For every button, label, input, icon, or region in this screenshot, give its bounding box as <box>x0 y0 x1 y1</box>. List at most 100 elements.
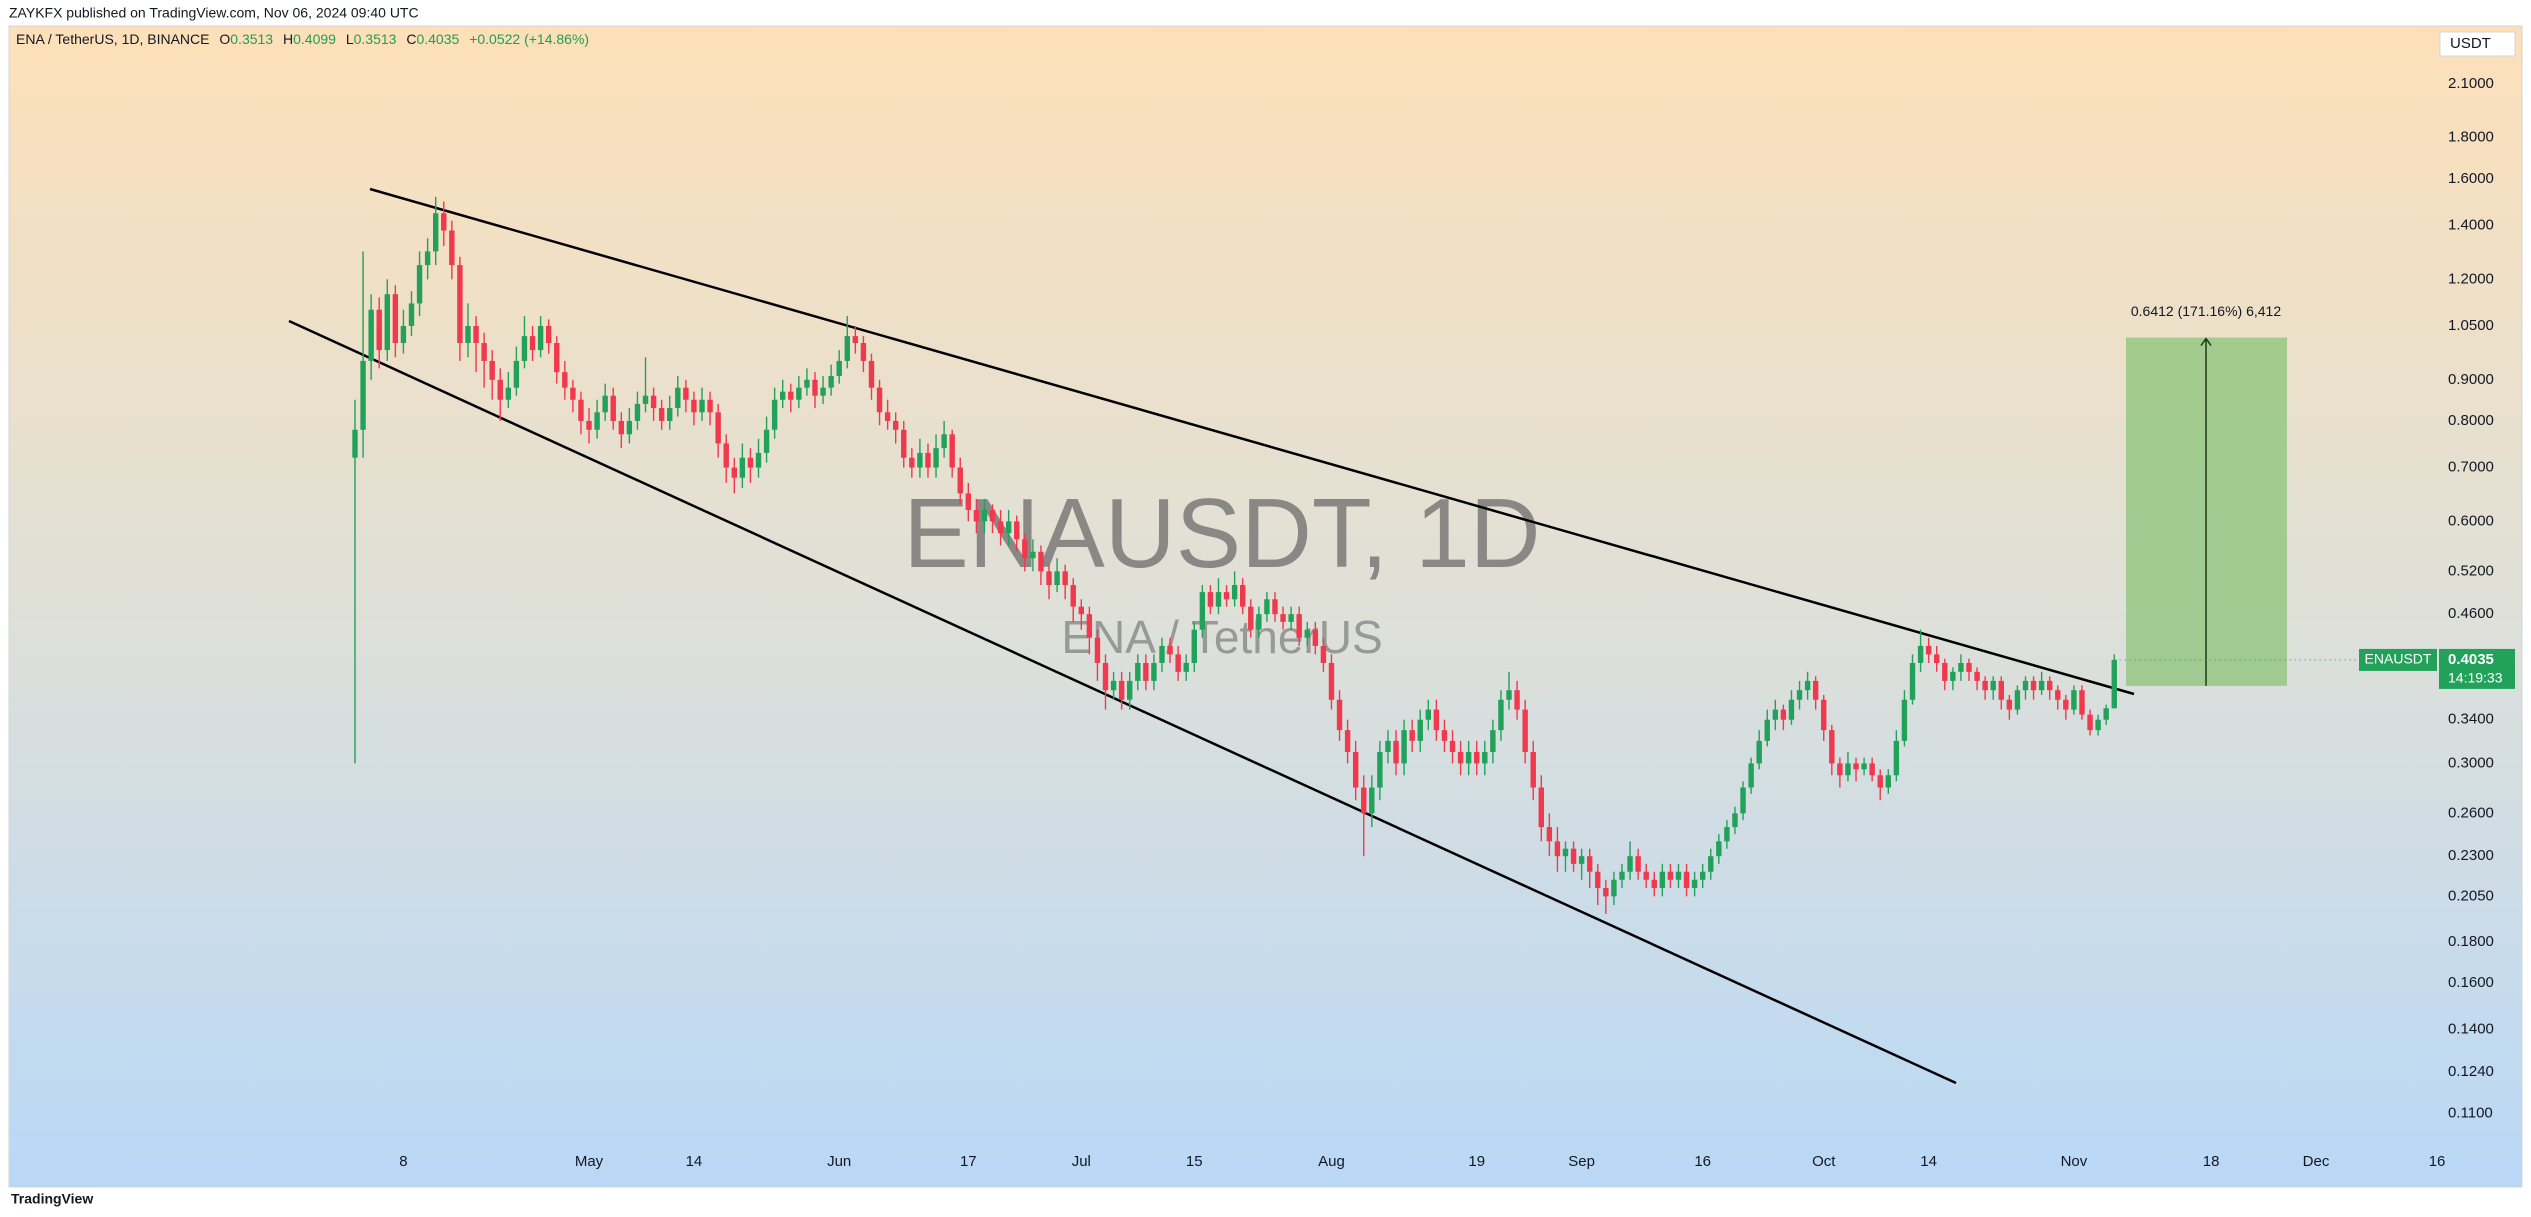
y-tick-label: 0.8000 <box>2448 412 2494 429</box>
candle-body <box>804 379 810 388</box>
candle-body <box>1901 699 1908 741</box>
candle-body <box>973 509 980 522</box>
x-tick-label: Dec <box>2303 1153 2330 1170</box>
candle-body <box>594 412 600 430</box>
candle-body <box>2047 680 2053 691</box>
candle-body <box>1837 763 1843 776</box>
candle-body <box>537 325 544 351</box>
candle-body <box>1248 606 1254 630</box>
candle-body <box>1030 551 1036 559</box>
candle-body <box>634 403 641 421</box>
candle-body <box>1296 614 1302 638</box>
candle-body <box>699 399 705 413</box>
candle-body <box>1699 871 1706 880</box>
candle-body <box>1474 751 1480 764</box>
plot: 0.6412 (171.16%) 6,412 <box>352 196 2437 914</box>
y-tick-label: 0.9000 <box>2448 371 2494 388</box>
candle-body <box>1812 680 1819 700</box>
candle-body <box>586 420 592 430</box>
candle-body <box>1062 571 1068 586</box>
symbol-tag-label: ENAUSDT <box>2365 651 2432 667</box>
currency-box[interactable] <box>2439 31 2516 57</box>
countdown-label: 14:19:33 <box>2448 670 2503 686</box>
x-tick-label: 8 <box>399 1153 407 1170</box>
candle-body <box>1958 662 1964 672</box>
candle-body <box>909 457 915 468</box>
candle-body <box>2022 680 2029 691</box>
candle-body <box>473 325 479 344</box>
byline: ZAYKFX published on TradingView.com, Nov… <box>9 5 419 21</box>
trend-line-lower <box>288 319 1957 1085</box>
candle-body <box>1635 856 1641 872</box>
x-tick-label: May <box>575 1153 604 1170</box>
candle-body <box>1829 730 1835 764</box>
candle-body <box>1732 813 1738 828</box>
candle-body <box>892 420 899 430</box>
candle-body <box>400 325 407 344</box>
candle-body <box>1869 763 1875 776</box>
legend-symbol: ENA / TetherUS, 1D, BINANCE <box>16 31 209 47</box>
y-tick-label: 1.6000 <box>2448 170 2494 187</box>
candle-body <box>1522 709 1528 752</box>
candle-body <box>1990 680 1996 691</box>
candle-body <box>667 408 673 421</box>
candle-body <box>1772 709 1779 720</box>
candle-body <box>981 509 988 522</box>
candle-body <box>1143 662 1149 681</box>
candle-body <box>1361 787 1367 814</box>
x-tick-label: Oct <box>1812 1153 1836 1170</box>
candle-body <box>1183 662 1189 672</box>
candle-body <box>384 294 390 351</box>
candle-body <box>1393 740 1399 764</box>
price-tag-label: 0.4035 <box>2448 651 2494 668</box>
candle-body <box>441 213 447 231</box>
candle-body <box>1401 730 1407 764</box>
candle-body <box>433 213 439 252</box>
candle-body <box>1264 599 1270 615</box>
candle-body <box>1159 645 1165 663</box>
candle-body <box>1587 856 1593 872</box>
candle-body <box>1925 645 1932 655</box>
y-tick-label: 2.1000 <box>2448 75 2494 92</box>
y-tick-label: 0.4600 <box>2448 605 2494 622</box>
x-tick-label: 14 <box>1920 1153 1937 1170</box>
candle-body <box>1127 680 1133 700</box>
y-tick-label: 0.2300 <box>2448 847 2494 864</box>
legend-value: 0.3513 <box>230 31 273 47</box>
x-tick-label: 14 <box>686 1153 703 1170</box>
candle-body <box>1135 662 1141 681</box>
candle-body <box>1934 654 1940 663</box>
y-tick-label: 0.1600 <box>2448 974 2494 991</box>
candle-body <box>2087 714 2093 731</box>
candle-body <box>618 420 625 435</box>
candle-body <box>949 434 955 468</box>
candle-body <box>1086 614 1093 638</box>
candle-body <box>545 325 552 344</box>
candle-body <box>1256 614 1262 630</box>
candle-body <box>1603 887 1609 897</box>
candle-body <box>2014 690 2021 710</box>
y-tick-label: 0.1400 <box>2448 1021 2494 1038</box>
candle-body <box>457 265 463 344</box>
price-tag <box>2439 648 2515 689</box>
candle-body <box>820 387 826 396</box>
candle-body <box>1207 592 1214 607</box>
candle-body <box>2071 690 2077 710</box>
candle-body <box>1974 671 1980 681</box>
candle-body <box>2095 719 2101 731</box>
candle-body <box>763 429 770 453</box>
y-tick-label: 1.2000 <box>2448 270 2494 287</box>
candle-body <box>755 452 762 468</box>
candle-body <box>352 429 358 458</box>
candle-body <box>610 395 616 421</box>
candle-body <box>1966 662 1972 672</box>
candle-body <box>747 457 754 468</box>
candle-body <box>1538 787 1544 828</box>
candle-body <box>1708 856 1714 872</box>
candle-body <box>424 251 431 266</box>
currency-label: USDT <box>2450 35 2491 52</box>
candle-body <box>675 387 681 409</box>
candle-body <box>1312 629 1319 646</box>
